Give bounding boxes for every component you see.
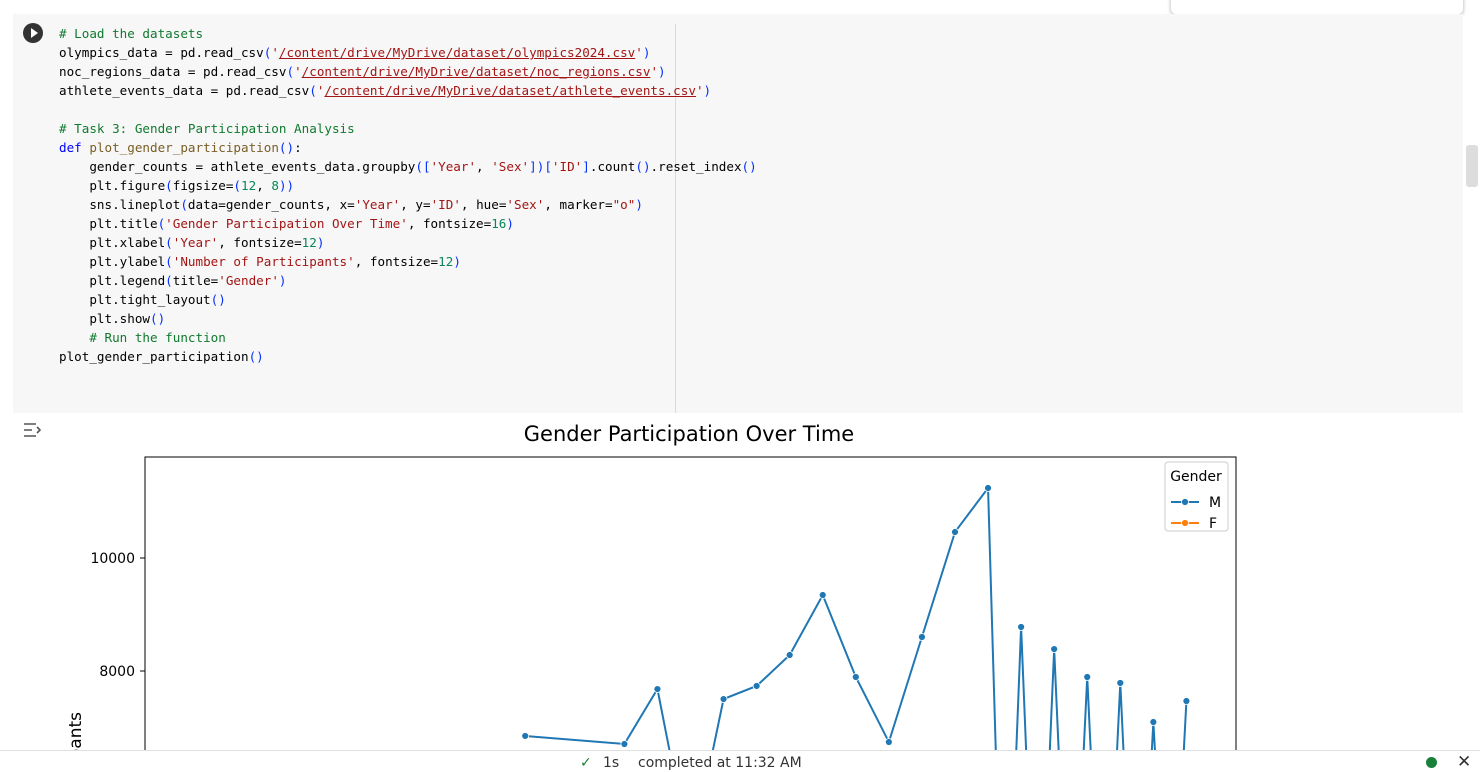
code-line: ​ <box>59 100 757 119</box>
data-point <box>752 682 761 690</box>
code-line: plot_gender_participation() <box>59 349 264 364</box>
check-icon: ✓ <box>580 755 592 771</box>
data-point <box>521 732 530 740</box>
status-dot <box>1426 757 1437 768</box>
y-tick-label: 8000 <box>99 664 135 680</box>
data-point <box>1149 718 1158 726</box>
code-line: # Load the datasets <box>59 26 204 41</box>
data-point <box>719 695 728 703</box>
data-point <box>918 633 926 641</box>
code-line: olympics_data = pd.read_csv('/content/dr… <box>59 45 651 60</box>
code-line: plt.legend(title='Gender') <box>59 273 287 288</box>
data-point <box>851 673 860 681</box>
code-line: noc_regions_data = pd.read_csv('/content… <box>59 64 666 79</box>
code-editor[interactable]: # Load the datasets olympics_data = pd.re… <box>59 24 757 366</box>
chart-title: Gender Participation Over Time <box>524 422 854 446</box>
legend-box <box>1164 461 1229 532</box>
status-bar: ✓ 1s completed at 11:32 AM ✕ <box>0 750 1480 772</box>
legend-label: M <box>1209 495 1221 511</box>
legend-marker <box>1181 519 1189 527</box>
code-line: plt.figure(figsize=(12, 8)) <box>59 178 295 193</box>
code-line: plt.xlabel('Year', fontsize=12) <box>59 235 325 250</box>
y-axis-label: Number of Participants <box>66 712 86 750</box>
data-point <box>1182 697 1191 705</box>
data-point <box>884 738 893 746</box>
code-line: plt.tight_layout() <box>59 292 226 307</box>
code-line: plt.title('Gender Participation Over Tim… <box>59 216 514 231</box>
data-point <box>1050 645 1059 653</box>
code-line: gender_counts = athlete_events_data.grou… <box>59 159 757 174</box>
code-line: # Task 3: Gender Participation Analysis <box>59 121 355 136</box>
code-line: sns.lineplot(data=gender_counts, x='Year… <box>59 197 643 212</box>
code-line: athlete_events_data = pd.read_csv('/cont… <box>59 83 712 98</box>
data-point <box>620 740 629 748</box>
legend-marker <box>1181 498 1189 506</box>
data-point <box>984 484 992 492</box>
data-point <box>1017 623 1026 631</box>
plot-area <box>521 484 1191 750</box>
data-point <box>1116 679 1125 687</box>
data-point <box>653 685 662 693</box>
chart: Gender Participation Over Time 8000 10000… <box>66 422 1237 750</box>
ruler <box>675 24 676 413</box>
run-button[interactable] <box>23 23 43 43</box>
output-toggle[interactable] <box>22 421 44 441</box>
y-tick-label: 10000 <box>90 551 135 567</box>
cell-toolbar[interactable] <box>1170 0 1464 15</box>
close-button[interactable]: ✕ <box>1457 752 1472 772</box>
axes-frame <box>144 456 1237 750</box>
data-point <box>785 651 794 659</box>
code-cell[interactable]: # Load the datasets olympics_data = pd.re… <box>13 14 1463 413</box>
data-point <box>1083 673 1092 681</box>
data-point <box>818 591 827 599</box>
series-line <box>525 485 1188 750</box>
duration: 1s <box>603 755 620 771</box>
scrollbar[interactable] <box>1466 145 1478 187</box>
status-text: completed at 11:32 AM <box>638 755 802 771</box>
code-line: plt.show() <box>59 311 166 326</box>
data-point <box>951 528 959 536</box>
code-line: plt.ylabel('Number of Participants', fon… <box>59 254 461 269</box>
code-line: def plot_gender_participation(): <box>59 140 302 155</box>
code-line: # Run the function <box>89 330 226 345</box>
legend-title: Gender <box>1170 469 1222 485</box>
legend-label: F <box>1209 516 1217 532</box>
